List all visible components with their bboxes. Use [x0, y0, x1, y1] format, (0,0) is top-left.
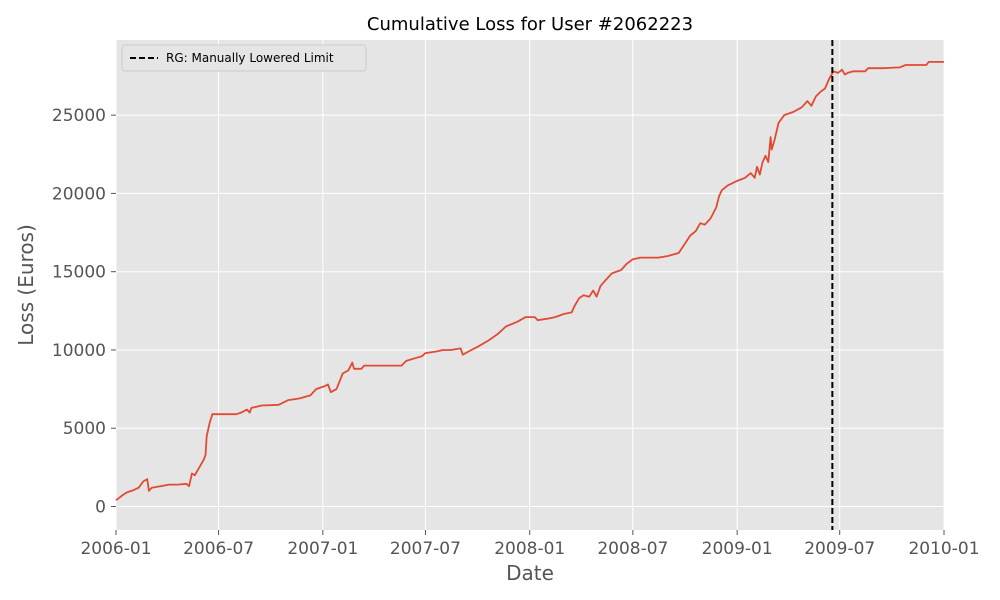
x-axis-title: Date	[506, 561, 554, 585]
series-line	[115, 61, 944, 502]
legend-label: RG: Manually Lowered Limit	[166, 51, 334, 65]
x-tick-label: 2007-01	[287, 539, 358, 559]
y-tick-label: 20000	[52, 184, 106, 204]
legend: RG: Manually Lowered Limit	[121, 44, 367, 72]
x-tick-label: 2006-01	[80, 539, 151, 559]
x-tick-label: 2008-01	[494, 539, 565, 559]
x-tick-label: 2009-07	[804, 539, 875, 559]
x-axis-ticks: 2006-01 2006-07 2007-01 2007-07 2008-01 2008-…	[80, 530, 980, 559]
x-tick-label: 2008-07	[597, 539, 668, 559]
y-axis-title: Loss (Euros)	[14, 224, 38, 346]
y-tick-label: 0	[95, 498, 106, 518]
y-tick-label: 10000	[52, 341, 106, 361]
y-axis-ticks: 0 5000 10000 15000 20000 25000	[52, 106, 116, 518]
legend-box	[121, 44, 367, 72]
x-tick-label: 2010-01	[908, 539, 979, 559]
series-layer	[115, 61, 944, 502]
x-tick-label: 2006-07	[183, 539, 254, 559]
grid	[115, 40, 945, 530]
y-tick-label: 5000	[63, 419, 106, 439]
x-tick-label: 2007-07	[390, 539, 461, 559]
y-tick-label: 25000	[52, 106, 106, 126]
x-tick-label: 2009-01	[702, 539, 773, 559]
chart-title: Cumulative Loss for User #2062223	[367, 14, 693, 35]
y-tick-label: 15000	[52, 263, 106, 283]
